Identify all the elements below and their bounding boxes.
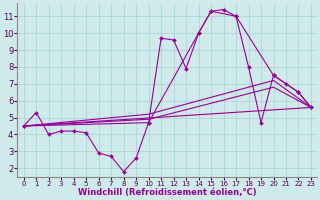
X-axis label: Windchill (Refroidissement éolien,°C): Windchill (Refroidissement éolien,°C) <box>78 188 257 197</box>
